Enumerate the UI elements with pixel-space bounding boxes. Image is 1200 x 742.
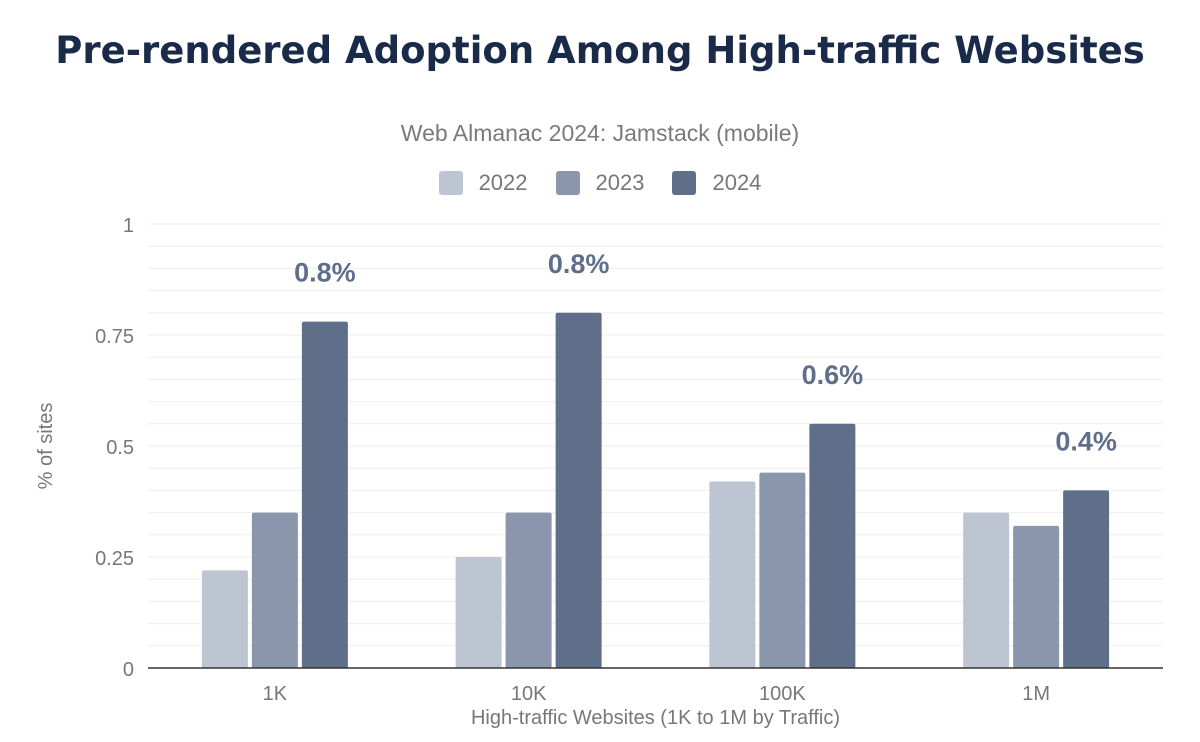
y-axis-label: % of sites [35,403,57,490]
legend-label: 2024 [712,170,762,195]
chart-subtitle: Web Almanac 2024: Jamstack (mobile) [400,120,800,146]
y-tick-label: 0.25 [95,548,134,570]
legend-swatch [438,171,463,195]
y-tick-label: 0 [123,659,134,681]
x-axis-label: High-traffic Websites (1K to 1M by Traff… [471,707,840,729]
y-tick-label: 0.75 [95,326,134,348]
bar-2024-1K [301,321,348,668]
legend-swatch [555,171,580,195]
x-tick-label: 1K [263,683,288,705]
y-tick-label: 1 [123,215,134,237]
bar-2023-1K [251,512,298,668]
legend-item-2024[interactable]: 2024 [672,170,761,196]
bar-2022-1K [201,570,248,668]
legend-swatch [672,171,697,195]
data-label: 0.8% [294,258,356,288]
legend-item-2023[interactable]: 2023 [555,170,645,196]
data-label: 0.8% [548,249,610,279]
x-tick-label: 1M [1022,683,1050,705]
data-label: 0.4% [1055,426,1117,456]
legend-label: 2022 [478,170,528,195]
y-tick-label: 0.5 [106,437,134,459]
x-tick-label: 10K [511,683,547,705]
bar-2023-10K [505,512,552,668]
x-tick-label: 100K [759,683,806,705]
bar-2022-1M [963,512,1010,668]
legend: 2022 2023 2024 [0,170,1200,196]
legend-item-2022[interactable]: 2022 [438,170,528,196]
legend-label: 2023 [595,170,645,195]
bar-2023-1M [1013,525,1060,668]
bar-2024-1M [1063,490,1110,668]
bar-2023-100K [759,472,806,668]
bar-2022-100K [709,481,756,668]
bar-2024-10K [555,312,602,668]
data-label: 0.6% [802,360,864,390]
chart-title: Pre-rendered Adoption Among High-traffic… [55,29,1145,72]
bar-2024-100K [809,423,856,668]
bar-2022-10K [455,557,502,668]
